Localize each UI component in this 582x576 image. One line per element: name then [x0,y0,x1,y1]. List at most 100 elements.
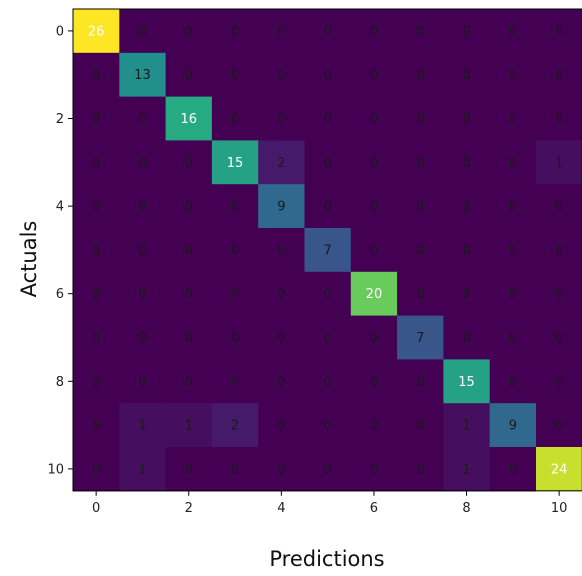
heatmap-cell [211,228,259,273]
x-tick-label: 0 [92,501,100,516]
heatmap-cell [397,96,444,141]
cell-value-label: 0 [416,462,424,477]
cell-value-label: 0 [370,24,378,39]
heatmap-cell [165,447,213,492]
heatmap-cell [443,9,491,54]
cell-value-label: 0 [555,287,563,302]
cell-value-label: 0 [138,287,146,302]
heatmap-cell [73,96,120,141]
heatmap-cell [350,359,398,404]
cell-value-label: 0 [231,375,239,390]
cell-value-label: 0 [509,112,517,127]
cell-value-label: 0 [324,68,332,83]
heatmap-cell [165,96,213,141]
cell-value-label: 0 [462,24,470,39]
heatmap-cells: 26 0 0 0 0 0 0 0 0 0 0 0 13 0 0 0 0 0 0 0 0 0 0 0 16 0 0 0 0 0 0 0 0 0 0 0 1… [73,9,582,492]
heatmap-cell [304,359,352,404]
heatmap-cell [165,271,213,317]
cell-value-label: 0 [509,287,517,302]
cell-value-label: 9 [277,200,285,215]
heatmap-cell [304,184,352,229]
heatmap-cell [397,52,444,98]
cell-value-label: 0 [509,24,517,39]
heatmap-cell [443,315,491,360]
heatmap-cell [397,228,444,273]
y-tick-label: 2 [56,112,64,127]
cell-value-label: 15 [227,156,244,171]
cell-value-label: 0 [138,331,146,346]
heatmap-cell [165,140,213,185]
cell-value-label: 0 [324,200,332,215]
heatmap-cell [350,52,398,98]
heatmap-cell [119,228,167,273]
heatmap-cell [73,447,120,492]
heatmap-cell [258,96,306,141]
heatmap-cell [119,96,167,141]
cell-value-label: 0 [231,462,239,477]
heatmap-cell [304,140,352,185]
cell-value-label: 0 [555,419,563,434]
cell-value-label: 0 [509,68,517,83]
cell-value-label: 0 [185,331,193,346]
heatmap-cell [165,315,213,360]
cell-value-label: 0 [462,200,470,215]
cell-value-label: 26 [88,24,105,39]
cell-value-label: 0 [138,243,146,258]
cell-value-label: 0 [92,375,100,390]
cell-value-label: 0 [92,331,100,346]
heatmap-cell [350,96,398,141]
heatmap-cell [443,228,491,273]
cell-value-label: 0 [277,112,285,127]
heatmap-cell [211,315,259,360]
heatmap-cell [536,403,582,448]
heatmap-cell [397,140,444,185]
y-axis-title: Actuals [17,221,41,298]
heatmap-cell [489,96,537,141]
heatmap-cell [536,315,582,360]
heatmap-cell [165,359,213,404]
cell-value-label: 0 [416,68,424,83]
heatmap-cell [536,96,582,141]
cell-value-label: 0 [370,462,378,477]
heatmap-cell [211,96,259,141]
cell-value-label: 1 [462,462,470,477]
cell-value-label: 16 [180,112,197,127]
cell-value-label: 7 [416,331,424,346]
cell-value-label: 0 [462,287,470,302]
cell-value-label: 1 [138,462,146,477]
y-tick-label: 4 [56,200,64,215]
cell-value-label: 0 [92,112,100,127]
cell-value-label: 0 [277,331,285,346]
cell-value-label: 1 [555,156,563,171]
cell-value-label: 0 [185,200,193,215]
y-tick-label: 0 [56,24,64,39]
heatmap-cell [536,9,582,54]
heatmap-cell [211,9,259,54]
heatmap-cell [258,228,306,273]
heatmap-cell [258,403,306,448]
heatmap-cell [119,315,167,360]
cell-value-label: 9 [509,419,517,434]
heatmap-cell [350,9,398,54]
x-axis-title: Predictions [269,547,384,571]
cell-value-label: 0 [277,462,285,477]
heatmap-cell [165,228,213,273]
cell-value-label: 0 [509,156,517,171]
heatmap-cell [350,184,398,229]
cell-value-label: 0 [509,200,517,215]
heatmap-cell [211,403,259,448]
heatmap-cell [397,184,444,229]
heatmap-cell [397,403,444,448]
cell-value-label: 0 [277,419,285,434]
heatmap-cell [73,9,120,54]
cell-value-label: 0 [92,200,100,215]
cell-value-label: 0 [370,331,378,346]
cell-value-label: 0 [324,112,332,127]
heatmap-cell [350,140,398,185]
heatmap-cell [119,271,167,317]
cell-value-label: 20 [366,287,383,302]
cell-value-label: 0 [185,24,193,39]
heatmap-cell [73,228,120,273]
plot-frame [72,8,582,492]
heatmap-cell [443,140,491,185]
